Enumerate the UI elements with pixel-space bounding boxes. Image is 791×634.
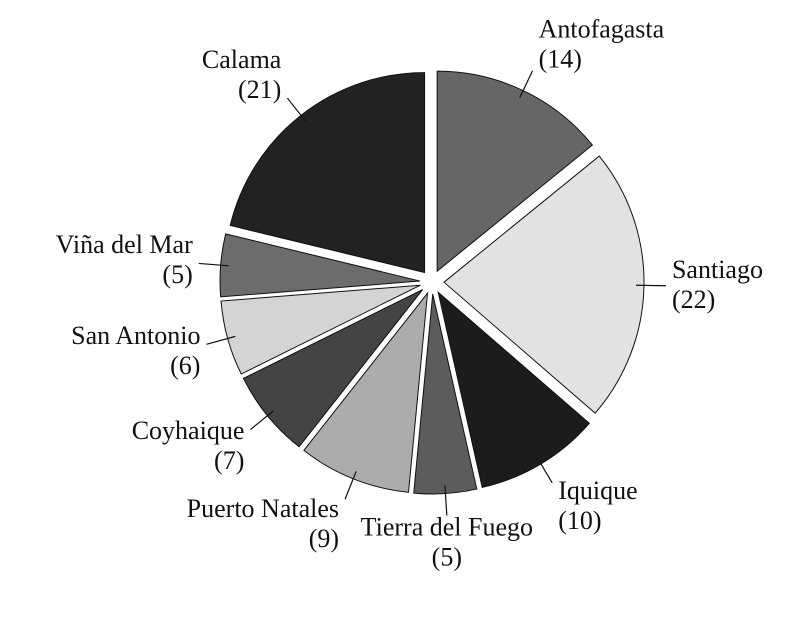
slice-label: San Antonio — [71, 321, 200, 350]
slice-value-label: (5) — [162, 260, 192, 289]
leader-line — [444, 485, 448, 516]
slice-value-label: (9) — [309, 524, 339, 553]
leader-line — [250, 410, 275, 431]
slice-label: Calama — [202, 45, 282, 74]
leader-line — [206, 335, 236, 345]
slice-value-label: (14) — [539, 44, 582, 73]
slice-value-label: (21) — [238, 75, 281, 104]
leader-line — [198, 262, 229, 267]
slice-label: Tierra del Fuego — [361, 512, 533, 541]
slice-value-label: (22) — [672, 285, 715, 314]
leader-line — [286, 97, 307, 123]
slice-value-label: (6) — [170, 351, 200, 380]
slice-value-label: (5) — [432, 542, 462, 571]
slice-value-label: (7) — [214, 446, 244, 475]
slice-label: Viña del Mar — [56, 230, 193, 259]
leader-line — [536, 456, 553, 484]
slice-label: Coyhaique — [132, 416, 245, 445]
slice-value-label: (10) — [558, 506, 601, 535]
leader-line — [344, 471, 357, 500]
slice-label: Puerto Natales — [187, 494, 339, 523]
slice-label: Antofagasta — [539, 14, 665, 43]
leader-line — [519, 70, 534, 99]
slice-label: Iquique — [558, 476, 637, 505]
slice-label: Santiago — [672, 255, 763, 284]
